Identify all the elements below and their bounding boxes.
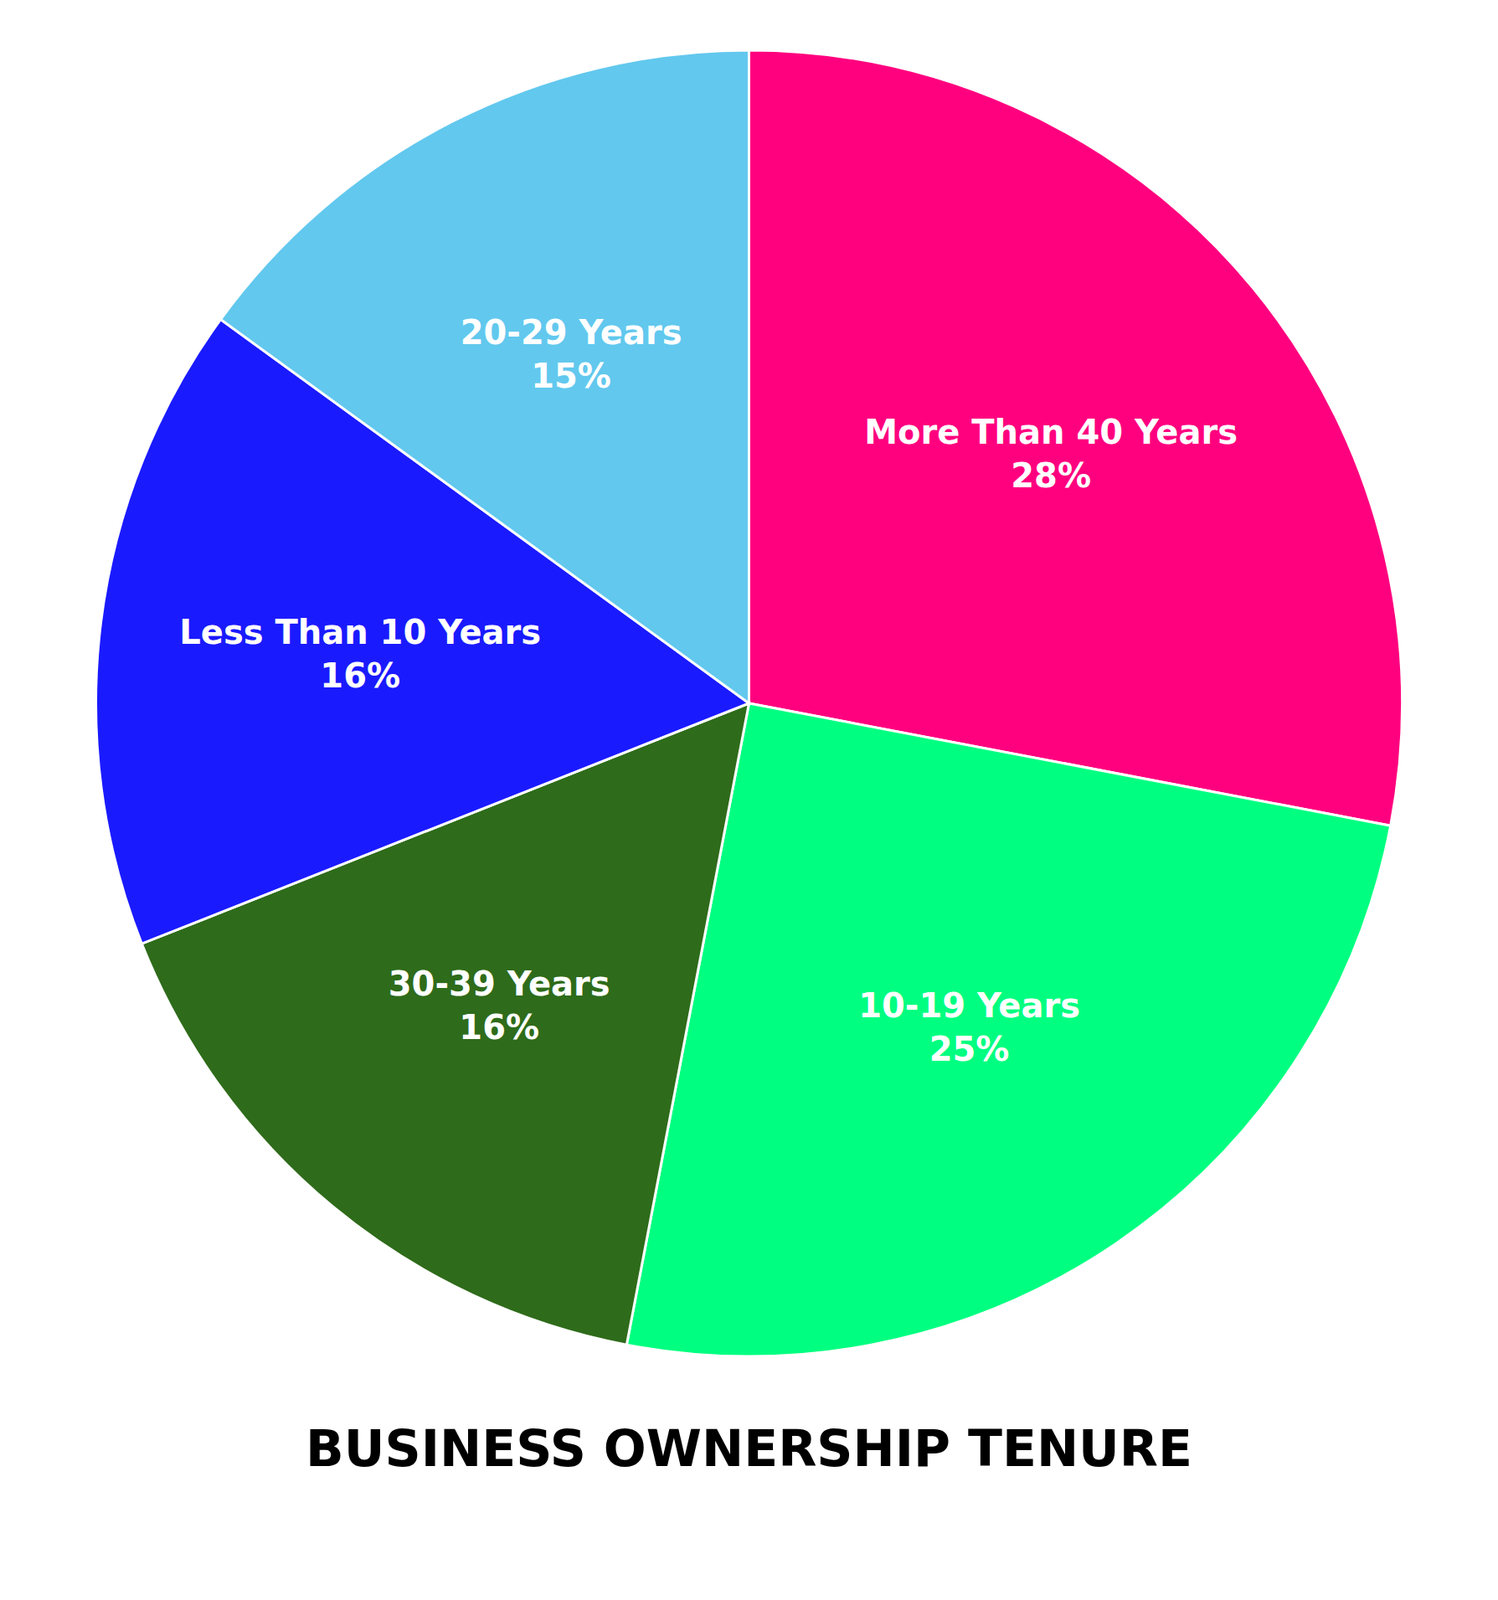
title: BUSINESS OWNERSHIP TENURE	[305, 1419, 1193, 1478]
slice-label: Less Than 10 Years	[179, 612, 541, 652]
slice-label: 30-39 Years	[388, 964, 611, 1004]
data-labels: More Than 40 Years 28% 10-19 Years 25% 30-39…	[179, 313, 1238, 1069]
slice-label: More Than 40 Years	[864, 412, 1238, 452]
slice-value: 28%	[1010, 456, 1092, 495]
slice	[626, 703, 1390, 1357]
slice	[749, 50, 1403, 826]
slice-value: 15%	[530, 356, 612, 396]
slice-value: 16%	[458, 1008, 540, 1047]
chart: More Than 40 Years 28% 10-19 Years 25% 30-39…	[0, 0, 1498, 1600]
slice-value: 25%	[929, 1029, 1010, 1069]
slice-value: 16%	[319, 656, 401, 695]
slice-label: 20-29 Years	[460, 313, 683, 352]
pie: More Than 40 Years 28% 10-19 Years 25% 30-39…	[96, 50, 1403, 1357]
slice-label: 10-19 Years	[858, 986, 1081, 1025]
slices	[96, 50, 1403, 1357]
slice	[220, 50, 749, 704]
